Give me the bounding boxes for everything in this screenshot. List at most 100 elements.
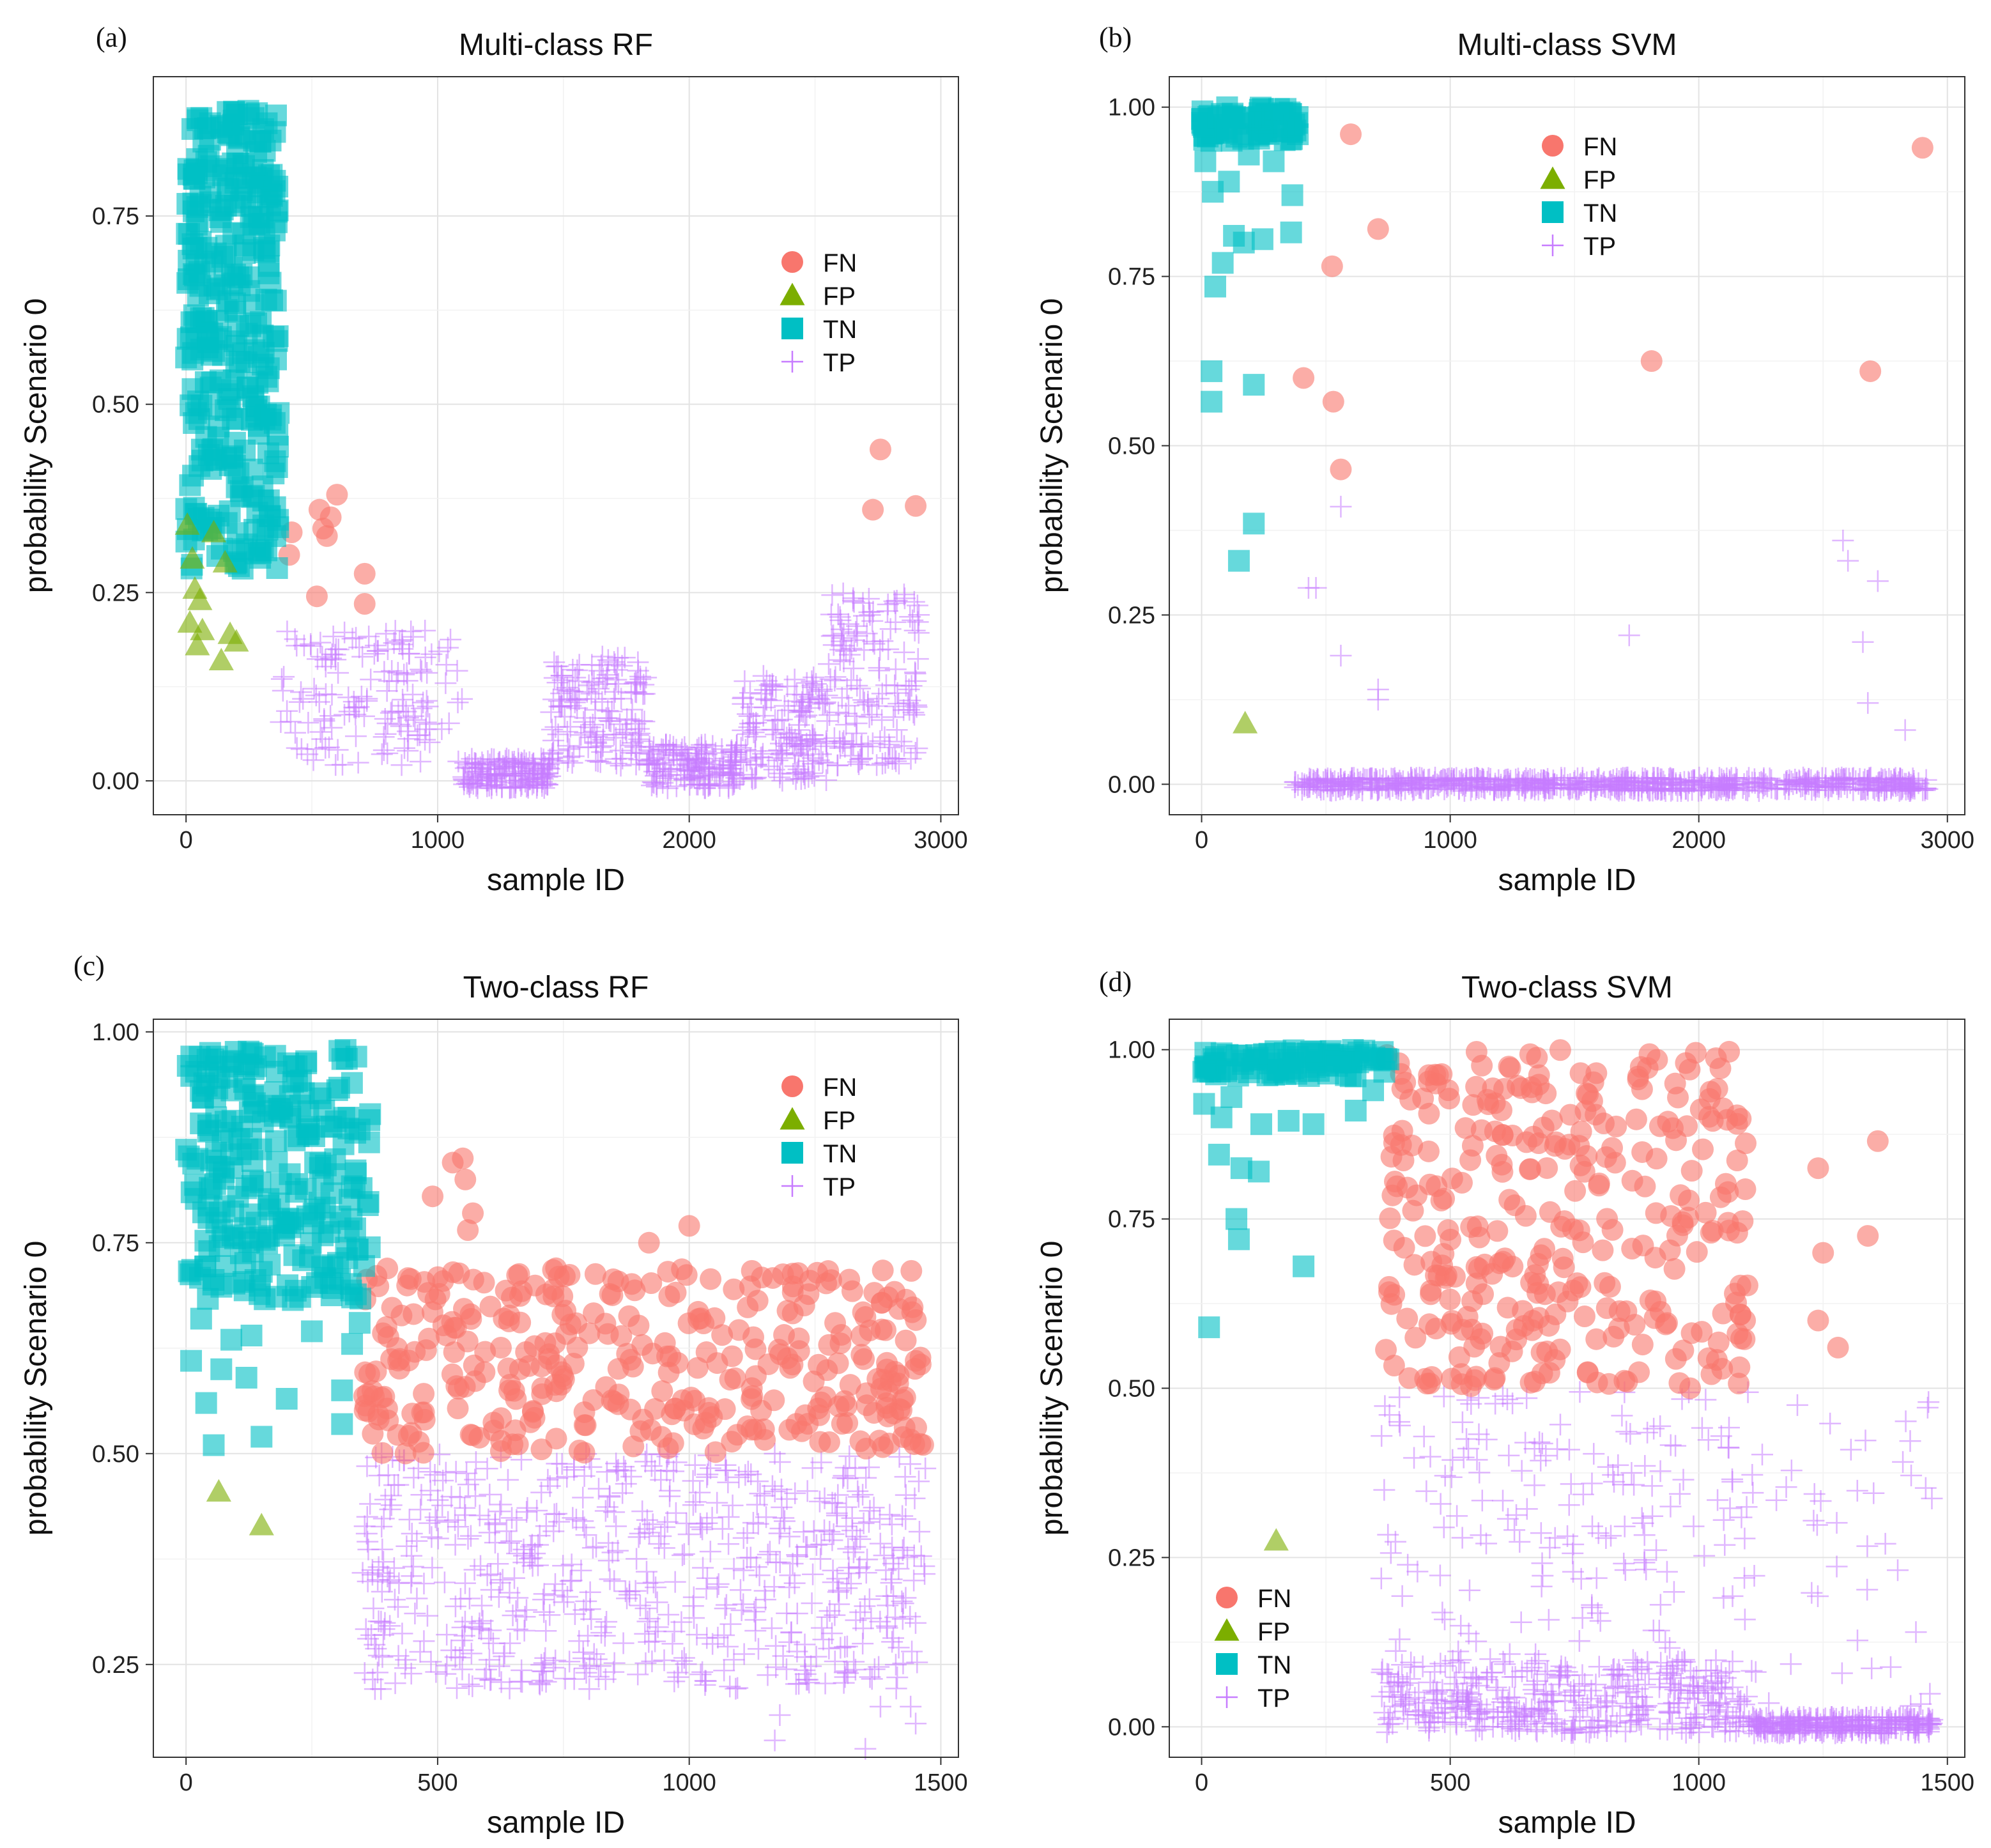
tp-point xyxy=(803,765,826,787)
tp-point xyxy=(376,680,398,702)
tp-point xyxy=(637,750,659,772)
data-points xyxy=(1191,96,1939,802)
tp-point xyxy=(866,754,888,776)
fn-point xyxy=(1386,1175,1408,1197)
tp-point xyxy=(536,773,558,796)
fn-point xyxy=(657,1437,679,1459)
y-tick-label: 0.50 xyxy=(1108,433,1155,460)
tp-point xyxy=(591,645,613,668)
fn-point xyxy=(1472,1322,1494,1344)
tp-point xyxy=(685,748,707,770)
legend-label: TP xyxy=(1583,233,1616,261)
fn-point xyxy=(319,506,342,528)
tn-point xyxy=(189,1267,211,1289)
tp-point xyxy=(868,659,891,682)
tp-point xyxy=(511,752,534,774)
fn-point xyxy=(695,1341,718,1364)
fn-point xyxy=(876,1359,898,1381)
fn-point xyxy=(905,495,927,517)
tp-point xyxy=(1902,767,1924,790)
fn-point xyxy=(542,1259,564,1281)
tp-point xyxy=(849,748,872,771)
fn-point xyxy=(1649,1115,1671,1137)
legend-label: FP xyxy=(1257,1618,1290,1646)
tp-point xyxy=(436,636,459,659)
fn-point xyxy=(530,1438,553,1461)
fn-point xyxy=(1807,1157,1829,1180)
tn-point xyxy=(243,1100,266,1123)
fn-point xyxy=(888,1298,911,1320)
tn-point xyxy=(781,1142,803,1164)
tp-point xyxy=(682,756,704,778)
tp-point xyxy=(419,713,441,735)
tn-point xyxy=(249,1283,271,1305)
fn-point xyxy=(1686,1241,1708,1263)
tp-point xyxy=(869,730,891,752)
tp-point xyxy=(741,766,763,789)
tp-point xyxy=(322,625,344,647)
tn-point xyxy=(341,1333,364,1355)
fp-point xyxy=(190,617,215,640)
tp-point xyxy=(344,725,367,748)
tp-point xyxy=(347,751,369,774)
fn-point xyxy=(1638,1043,1661,1065)
tn-point xyxy=(1243,512,1265,535)
tp-point xyxy=(376,638,399,660)
tp-point xyxy=(296,743,319,766)
tn-point xyxy=(314,1154,337,1176)
tp-point xyxy=(562,681,584,703)
tn-point xyxy=(1210,1106,1233,1128)
tn-point xyxy=(175,1139,197,1161)
tn-point xyxy=(344,1217,366,1240)
tp-point xyxy=(480,774,503,796)
tp-point xyxy=(557,746,580,769)
y-tick-label: 0.25 xyxy=(1108,602,1155,629)
tn-point xyxy=(206,1077,229,1100)
tp-point xyxy=(579,716,601,739)
fn-point xyxy=(704,1441,726,1463)
tp-point xyxy=(817,752,839,774)
fn-point xyxy=(698,1401,720,1424)
tp-point xyxy=(852,689,874,711)
tp-point xyxy=(811,693,834,715)
tn-point xyxy=(331,1379,353,1401)
tp-point xyxy=(872,630,894,652)
fn-point xyxy=(678,1215,700,1237)
fn-point xyxy=(778,1419,801,1441)
tp-point xyxy=(1721,774,1744,796)
fn-point xyxy=(888,1398,911,1421)
tp-point xyxy=(397,707,419,729)
tp-point xyxy=(353,705,375,727)
tp-point xyxy=(1291,772,1313,794)
y-tick-label: 0.25 xyxy=(1108,1544,1155,1571)
fn-point xyxy=(1472,1283,1495,1305)
tp-point xyxy=(738,716,760,738)
tp-point xyxy=(730,737,752,759)
fn-point xyxy=(797,1413,819,1435)
y-tick-label: 0.00 xyxy=(1108,771,1155,798)
tp-point xyxy=(688,737,710,759)
tn-point xyxy=(1280,221,1302,243)
legend-label: FP xyxy=(823,1107,856,1135)
y-tick-label: 0.75 xyxy=(1108,1206,1155,1233)
tn-point xyxy=(1201,360,1223,382)
fn-point xyxy=(1488,1351,1511,1374)
tp-point xyxy=(308,691,330,713)
tp-point xyxy=(417,695,439,718)
fn-point xyxy=(550,1373,573,1396)
tn-point xyxy=(181,378,204,400)
tn-point xyxy=(1216,1653,1238,1675)
tp-point xyxy=(610,755,632,777)
tp-point xyxy=(742,721,765,744)
tp-point xyxy=(420,643,443,665)
tn-point xyxy=(1201,390,1223,413)
fp-point xyxy=(177,610,203,633)
fn-point xyxy=(422,1185,444,1208)
tp-point xyxy=(849,677,871,700)
tp-point xyxy=(364,635,387,657)
tp-point xyxy=(871,682,893,705)
tp-point xyxy=(553,705,576,728)
x-tick-label: 0 xyxy=(180,827,193,854)
fn-point xyxy=(493,1307,515,1330)
